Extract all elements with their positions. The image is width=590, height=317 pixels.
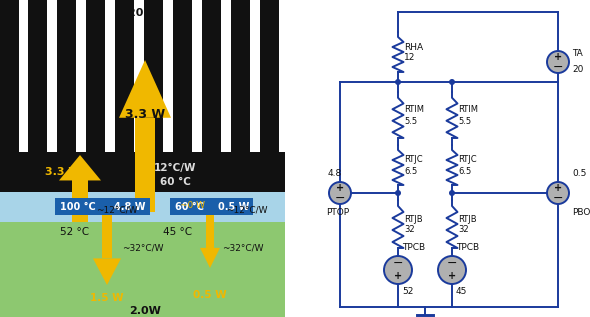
Text: +: + [554, 183, 562, 193]
Bar [55, 198, 150, 215]
Bar [0, 0, 285, 152]
Bar [57, 0, 76, 152]
Circle shape [449, 79, 455, 85]
Text: −: − [553, 191, 563, 204]
Bar [0, 152, 285, 192]
Polygon shape [119, 60, 171, 118]
Text: 6.5: 6.5 [458, 166, 471, 176]
Text: 6.5: 6.5 [404, 166, 417, 176]
Text: 52: 52 [402, 287, 414, 296]
Text: ~0 W: ~0 W [181, 200, 205, 210]
Bar [206, 215, 214, 248]
Bar [72, 180, 88, 222]
Polygon shape [59, 155, 101, 180]
Bar [231, 0, 250, 152]
Circle shape [395, 190, 401, 196]
Text: TPCB: TPCB [402, 243, 425, 252]
Bar [0, 192, 285, 222]
Text: RTJB: RTJB [404, 215, 422, 223]
Circle shape [438, 256, 466, 284]
Text: 32: 32 [458, 225, 468, 235]
Bar [173, 0, 192, 152]
Text: 0.5 W: 0.5 W [193, 290, 227, 300]
Text: 5.5: 5.5 [458, 117, 471, 126]
Text: 1.5 W: 1.5 W [90, 293, 124, 303]
Text: +: + [394, 271, 402, 281]
Bar [0, 222, 285, 317]
Text: −: − [553, 61, 563, 74]
Circle shape [384, 256, 412, 284]
Text: RHA: RHA [404, 42, 423, 51]
Text: RTIM: RTIM [458, 106, 478, 114]
Text: ~32°C/W: ~32°C/W [222, 243, 264, 253]
Text: 0.5 W: 0.5 W [218, 202, 249, 211]
Text: 12°C/W: 12°C/W [154, 163, 196, 173]
Bar [144, 0, 163, 152]
Text: 3.3 W: 3.3 W [125, 108, 165, 121]
Text: 100 °C: 100 °C [60, 202, 96, 211]
Circle shape [329, 182, 351, 204]
Text: 32: 32 [404, 225, 415, 235]
Bar [115, 0, 134, 152]
Text: TA: TA [572, 49, 583, 59]
Text: +: + [554, 52, 562, 62]
Bar [0, 0, 19, 152]
Text: 4.8 W: 4.8 W [114, 202, 146, 211]
Text: 4.8: 4.8 [328, 169, 342, 178]
Bar [202, 0, 221, 152]
Text: PBOT: PBOT [572, 208, 590, 217]
Text: +: + [336, 183, 344, 193]
Text: −: − [393, 257, 403, 270]
Text: 5.5: 5.5 [404, 117, 417, 126]
Text: 0.5: 0.5 [572, 169, 586, 178]
Bar [101, 215, 112, 258]
Text: −: − [335, 191, 345, 204]
Text: 20 °C: 20 °C [129, 8, 162, 18]
Bar [135, 118, 155, 212]
Text: 45: 45 [456, 287, 467, 296]
Bar [285, 0, 590, 317]
Circle shape [449, 190, 455, 196]
Circle shape [547, 182, 569, 204]
Text: RTJC: RTJC [404, 156, 422, 165]
Text: 20: 20 [572, 66, 584, 74]
Text: ~12°C/W: ~12°C/W [226, 205, 268, 215]
Text: 60 °C: 60 °C [175, 202, 204, 211]
Text: 12: 12 [404, 54, 415, 62]
Text: ~12°C/W: ~12°C/W [96, 205, 137, 215]
Text: ~32°C/W: ~32°C/W [122, 243, 163, 253]
Text: +: + [448, 271, 456, 281]
Text: 2.0W: 2.0W [129, 306, 161, 316]
Circle shape [395, 79, 401, 85]
Polygon shape [93, 258, 121, 285]
Bar [170, 198, 253, 215]
Text: 45 °C: 45 °C [163, 227, 192, 237]
Bar [86, 0, 105, 152]
Bar [28, 0, 47, 152]
Text: −: − [447, 257, 457, 270]
Text: RTIM: RTIM [404, 106, 424, 114]
Text: TPCB: TPCB [456, 243, 479, 252]
Text: 52 °C: 52 °C [60, 227, 89, 237]
Text: 3.3 W: 3.3 W [45, 167, 81, 177]
Text: RTJC: RTJC [458, 156, 477, 165]
Text: 60 °C: 60 °C [159, 177, 191, 187]
Polygon shape [200, 248, 220, 268]
Text: RTJB: RTJB [458, 215, 477, 223]
Text: PTOP: PTOP [326, 208, 349, 217]
Bar [260, 0, 279, 152]
Circle shape [547, 51, 569, 73]
